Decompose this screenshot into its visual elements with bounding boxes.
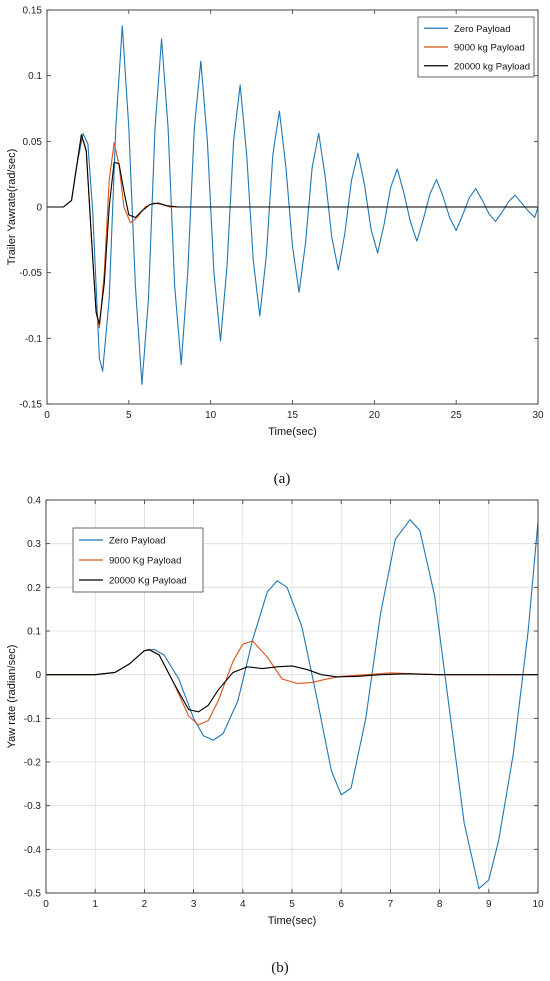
y-tick-label: -0.2 bbox=[24, 758, 42, 769]
legend-label: Zero Payload bbox=[109, 536, 166, 547]
x-tick-label: 10 bbox=[205, 410, 217, 421]
chart-a: 0 5 10 15 20 25 30 -0.15 -0.1 -0.05 0 0.05 0.1 0.15 Ti… bbox=[6, 6, 544, 488]
y-tick-label: 0 bbox=[36, 203, 42, 214]
figure-caption: (a) bbox=[274, 471, 291, 487]
y-tick-label: -0.05 bbox=[19, 268, 42, 279]
legend-label: 20000 kg Payload bbox=[454, 61, 530, 72]
x-tick-label: 8 bbox=[437, 899, 443, 910]
x-tick-label: 0 bbox=[44, 410, 50, 421]
x-tick-label: 10 bbox=[532, 899, 544, 910]
x-axis-label: Time(sec) bbox=[268, 915, 316, 927]
x-tick-label: 1 bbox=[92, 899, 98, 910]
x-tick-label: 5 bbox=[126, 410, 132, 421]
y-tick-label: 0.05 bbox=[23, 137, 43, 148]
x-tick-label: 0 bbox=[43, 899, 49, 910]
series-line-3 bbox=[46, 649, 538, 713]
y-axis-label: Yaw rate (radian/sec) bbox=[6, 645, 18, 749]
legend-label: 20000 Kg Payload bbox=[109, 576, 187, 587]
y-tick-label: 0.3 bbox=[27, 539, 41, 550]
legend: Zero Payload 9000 Kg Payload 20000 Kg Payl… bbox=[72, 527, 204, 593]
x-tick-label: 9 bbox=[486, 899, 492, 910]
x-tick-label: 7 bbox=[388, 899, 394, 910]
x-tick-label: 30 bbox=[532, 410, 544, 421]
x-tick-label: 5 bbox=[289, 899, 295, 910]
y-tick-label: 0.2 bbox=[27, 583, 41, 594]
y-axis-label: Trailer Yawrate(rad/sec) bbox=[6, 149, 18, 266]
y-tick-label: -0.1 bbox=[24, 714, 42, 725]
y-tick-label: -0.3 bbox=[24, 801, 42, 812]
y-tick-label: -0.5 bbox=[24, 889, 42, 900]
series-line-1 bbox=[47, 25, 539, 385]
legend-label: 9000 Kg Payload bbox=[109, 556, 181, 567]
legend: Zero Payload 9000 kg Payload 20000 kg Payl… bbox=[417, 16, 535, 78]
legend-label: Zero Payload bbox=[454, 24, 511, 35]
figure-caption: (b) bbox=[271, 960, 289, 976]
legend-label: 9000 kg Payload bbox=[454, 43, 525, 54]
x-tick-label: 20 bbox=[369, 410, 381, 421]
y-tick-label: 0 bbox=[35, 670, 41, 681]
chart-b: 0 1 2 3 4 5 6 7 8 9 10 -0.5 -0.4 -0.3 -0.2 -0.1 0 0.1 0.2 0… bbox=[6, 496, 544, 977]
y-tick-label: -0.15 bbox=[19, 400, 42, 411]
y-tick-label: -0.1 bbox=[25, 334, 43, 345]
legend-box bbox=[417, 16, 535, 78]
x-tick-label: 3 bbox=[191, 899, 197, 910]
x-tick-label: 6 bbox=[338, 899, 344, 910]
y-tick-label: 0.4 bbox=[27, 496, 41, 507]
y-tick-label: -0.4 bbox=[24, 845, 42, 856]
axes-frame bbox=[46, 9, 539, 405]
x-tick-label: 15 bbox=[287, 410, 299, 421]
axes-frame bbox=[45, 499, 539, 894]
x-tick-label: 2 bbox=[142, 899, 148, 910]
y-tick-label: 0.15 bbox=[23, 6, 43, 17]
x-axis-label: Time(sec) bbox=[268, 426, 316, 438]
y-tick-label: 0.1 bbox=[27, 627, 41, 638]
x-tick-label: 25 bbox=[451, 410, 463, 421]
y-tick-label: 0.1 bbox=[28, 71, 42, 82]
series-line-3 bbox=[47, 134, 538, 325]
x-tick-label: 4 bbox=[240, 899, 246, 910]
series-line-1 bbox=[46, 519, 539, 890]
